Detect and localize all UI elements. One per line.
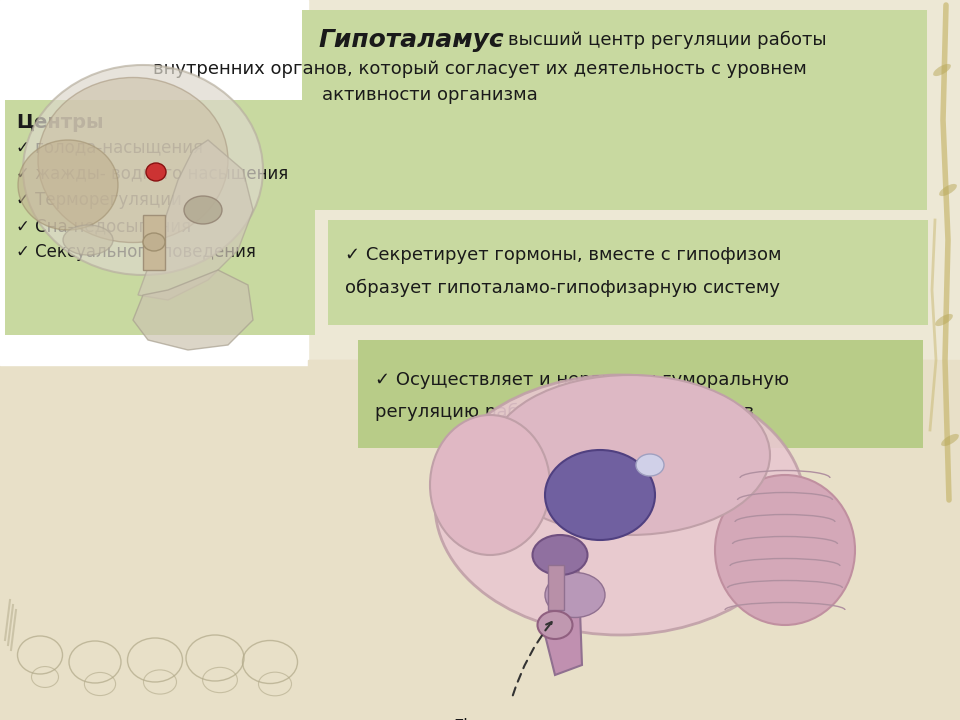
Text: ✓ Сексуального поведения: ✓ Сексуального поведения (16, 243, 256, 261)
Bar (308, 360, 936, 720)
Ellipse shape (430, 415, 550, 555)
Text: ✓ жажды- водного насыщения: ✓ жажды- водного насыщения (16, 165, 288, 183)
Text: Гипоталамус: Гипоталамус (318, 28, 504, 52)
Ellipse shape (939, 184, 957, 196)
FancyBboxPatch shape (358, 340, 923, 448)
Ellipse shape (636, 454, 664, 476)
Polygon shape (138, 140, 253, 300)
Text: ✓ Терморегуляции: ✓ Терморегуляции (16, 191, 181, 209)
Text: внутренних органов, который согласует их деятельность с уровнем: внутренних органов, который согласует их… (154, 60, 806, 78)
Ellipse shape (184, 196, 222, 224)
Text: ✓ Осуществляет и нервную и гуморальную: ✓ Осуществляет и нервную и гуморальную (375, 371, 789, 389)
FancyBboxPatch shape (5, 100, 315, 335)
Ellipse shape (23, 65, 263, 275)
Text: Центры: Центры (16, 112, 104, 132)
Ellipse shape (533, 535, 588, 575)
Text: образует гипоталамо-гипофизарную систему: образует гипоталамо-гипофизарную систему (345, 279, 780, 297)
Bar (0, 360, 960, 720)
Text: - высший центр регуляции работы: - высший центр регуляции работы (490, 31, 827, 49)
Text: ✓ Секретирует гормоны, вместе с гипофизом: ✓ Секретирует гормоны, вместе с гипофизо… (345, 246, 781, 264)
Ellipse shape (18, 140, 118, 230)
Bar (143, 215, 165, 270)
Ellipse shape (490, 375, 770, 535)
Ellipse shape (63, 225, 113, 255)
Ellipse shape (545, 450, 655, 540)
Ellipse shape (143, 233, 165, 251)
Ellipse shape (715, 475, 855, 625)
Bar (0, 0, 308, 365)
Polygon shape (133, 270, 253, 350)
Text: ✓ голода-насыщения: ✓ голода-насыщения (16, 139, 203, 157)
Ellipse shape (941, 434, 959, 446)
Ellipse shape (435, 375, 805, 635)
Ellipse shape (545, 572, 605, 618)
Text: Гіпоталамус: Гіпоталамус (453, 718, 561, 720)
Ellipse shape (146, 163, 166, 181)
Ellipse shape (538, 611, 572, 639)
Ellipse shape (935, 314, 953, 326)
Polygon shape (545, 555, 582, 675)
Text: активности организма: активности организма (323, 86, 538, 104)
Text: регуляцию работы внутренних органов: регуляцию работы внутренних органов (375, 403, 755, 421)
FancyBboxPatch shape (302, 10, 927, 210)
Ellipse shape (38, 78, 228, 243)
Ellipse shape (933, 64, 951, 76)
FancyBboxPatch shape (328, 220, 928, 325)
Text: ✓ Сна-недосыпания: ✓ Сна-недосыпания (16, 217, 191, 235)
Bar (548, 565, 564, 610)
